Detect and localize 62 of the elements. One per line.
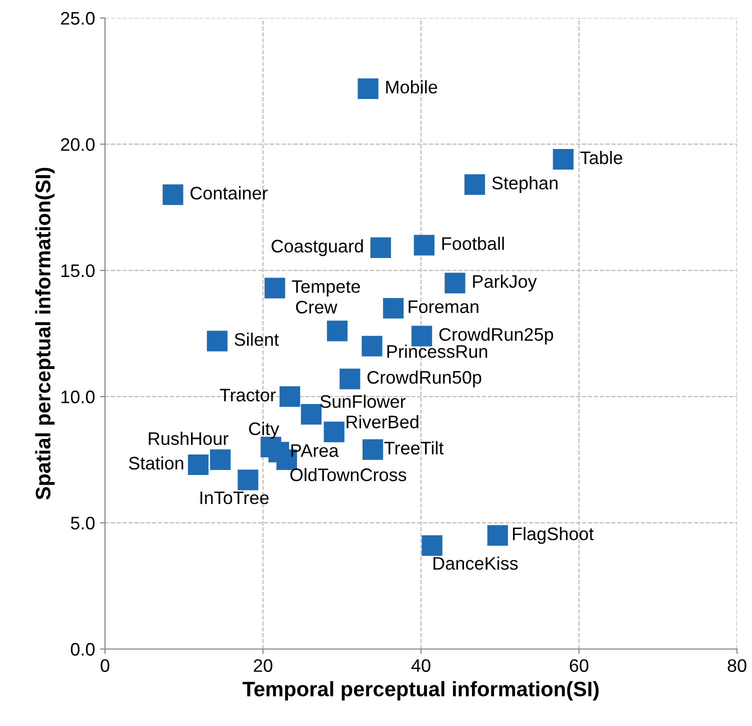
y-tick-label: 15.0 xyxy=(62,264,95,278)
point xyxy=(280,386,300,407)
y-tick-label: 0.0 xyxy=(70,642,95,656)
y-tick-label: 10.0 xyxy=(62,390,95,404)
annotation: RiverBed xyxy=(346,415,418,428)
annotation: Mobile xyxy=(386,80,438,94)
point xyxy=(370,237,392,258)
point xyxy=(411,326,432,346)
annotation: Football xyxy=(442,236,504,250)
x-tick-label: 40 xyxy=(411,659,430,672)
annotation: FlagShoot xyxy=(513,527,594,544)
point xyxy=(362,336,382,356)
annotation: CrowdRun25p xyxy=(439,328,554,344)
point xyxy=(383,298,404,319)
annotation: OldTownCross xyxy=(290,468,406,482)
annotation: Stephan xyxy=(492,176,558,193)
y-axis-title: Spatial perceptual information(SI) xyxy=(35,168,55,500)
x-tick-label: 20 xyxy=(254,659,272,672)
point xyxy=(326,320,348,342)
point xyxy=(300,404,322,425)
annotation: SunFlower xyxy=(320,394,406,408)
annotation: Station xyxy=(128,456,184,470)
point xyxy=(188,454,209,476)
point xyxy=(362,439,384,460)
point xyxy=(324,422,344,442)
annotation: TreeTilt xyxy=(384,441,444,454)
annotation: Tempete xyxy=(292,280,360,296)
point xyxy=(264,278,286,298)
y-tick-label: 5.0 xyxy=(70,516,95,530)
point xyxy=(210,449,231,470)
annotation: City xyxy=(249,422,280,439)
point xyxy=(238,470,258,490)
x-tick-label: 80 xyxy=(728,659,746,672)
annotation: RushHour xyxy=(148,432,228,446)
annotation: Container xyxy=(190,186,268,200)
annotation: Foreman xyxy=(408,300,478,314)
annotation: ParkJoy xyxy=(473,274,537,292)
annotation: Coastguard xyxy=(272,239,363,256)
point xyxy=(487,525,508,546)
y-tick-label: 25.0 xyxy=(61,12,95,25)
annotation: CrowdRun50p xyxy=(367,370,482,388)
annotation: InToTree xyxy=(200,492,269,504)
annotation: Table xyxy=(580,150,622,164)
annotation: Tractor xyxy=(220,388,276,402)
y-tick-label: 20.0 xyxy=(61,138,95,151)
point xyxy=(162,184,184,205)
point xyxy=(358,78,378,99)
point xyxy=(206,330,228,352)
annotation: PrincessRun xyxy=(387,344,488,358)
point xyxy=(422,535,442,556)
x-tick-label: 60 xyxy=(570,659,588,672)
annotation: PArea xyxy=(291,444,339,457)
point xyxy=(340,368,360,390)
point xyxy=(414,234,434,256)
annotation: Silent xyxy=(234,332,279,346)
x-axis-title: Temporal perceptual information(SI) xyxy=(242,681,599,701)
point xyxy=(464,174,486,195)
annotation: Crew xyxy=(296,300,338,314)
point xyxy=(444,272,466,294)
point xyxy=(552,149,574,170)
x-tick-label: 0 xyxy=(100,659,110,672)
annotation: DanceKiss xyxy=(434,556,518,570)
